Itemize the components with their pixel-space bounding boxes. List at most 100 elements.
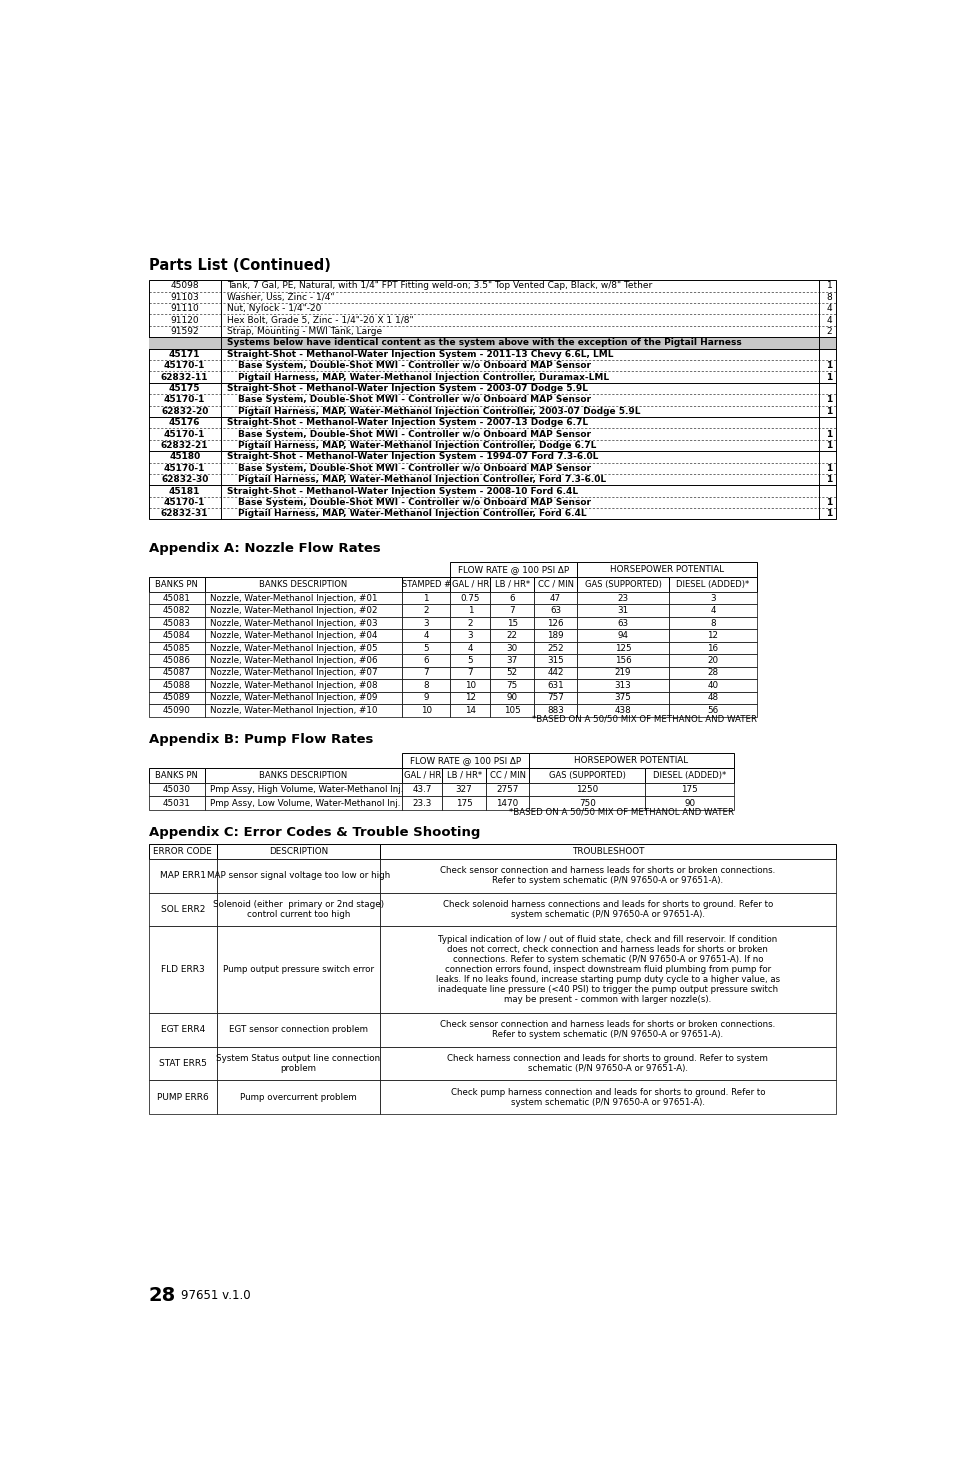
- Text: 0.75: 0.75: [460, 593, 479, 603]
- Text: TROUBLESHOOT: TROUBLESHOOT: [571, 847, 643, 856]
- Text: Check harness connection and leads for shorts to ground. Refer to system: Check harness connection and leads for s…: [447, 1055, 767, 1063]
- Text: 219: 219: [614, 668, 631, 677]
- Text: 4: 4: [467, 643, 473, 652]
- Text: 15: 15: [506, 618, 517, 627]
- Text: Nozzle, Water-Methanol Injection, #05: Nozzle, Water-Methanol Injection, #05: [210, 643, 377, 652]
- Bar: [402, 796, 442, 810]
- Bar: [149, 678, 204, 692]
- Bar: [402, 577, 450, 591]
- Text: 45089: 45089: [163, 693, 191, 702]
- Text: Nozzle, Water-Methanol Injection, #04: Nozzle, Water-Methanol Injection, #04: [210, 631, 377, 640]
- Text: Refer to system schematic (P/N 97650-A or 97651-A).: Refer to system schematic (P/N 97650-A o…: [492, 876, 722, 885]
- Text: 1: 1: [825, 463, 831, 472]
- Bar: [442, 768, 485, 783]
- Text: BANKS PN: BANKS PN: [155, 771, 198, 780]
- Bar: [450, 562, 577, 577]
- Text: Straight-Shot - Methanol-Water Injection System - 2007-13 Dodge 6.7L: Straight-Shot - Methanol-Water Injection…: [227, 417, 587, 428]
- Bar: [204, 678, 402, 692]
- Bar: [577, 704, 668, 717]
- Bar: [402, 630, 450, 642]
- Text: 126: 126: [547, 618, 563, 627]
- Bar: [577, 577, 668, 591]
- Text: Nozzle, Water-Methanol Injection, #03: Nozzle, Water-Methanol Injection, #03: [210, 618, 377, 627]
- Bar: [149, 630, 204, 642]
- Bar: [149, 892, 216, 926]
- Text: 631: 631: [547, 681, 563, 690]
- Bar: [402, 783, 442, 796]
- Text: Pump overcurrent problem: Pump overcurrent problem: [239, 1093, 356, 1102]
- Bar: [379, 844, 835, 858]
- Bar: [668, 655, 757, 667]
- Text: Nozzle, Water-Methanol Injection, #08: Nozzle, Water-Methanol Injection, #08: [210, 681, 377, 690]
- Text: 45090: 45090: [163, 707, 191, 715]
- Text: 45086: 45086: [163, 656, 191, 665]
- Text: BANKS PN: BANKS PN: [155, 580, 198, 589]
- Text: 91110: 91110: [171, 304, 199, 313]
- Text: 23.3: 23.3: [412, 798, 432, 807]
- Text: Base System, Double-Shot MWI - Controller w/o Onboard MAP Sensor: Base System, Double-Shot MWI - Controlle…: [237, 429, 590, 438]
- Bar: [204, 768, 402, 783]
- Bar: [490, 577, 534, 591]
- Bar: [402, 642, 450, 655]
- Bar: [485, 783, 529, 796]
- Text: 3: 3: [423, 618, 429, 627]
- Text: connection errors found, inspect downstream fluid plumbing from pump for: connection errors found, inspect downstr…: [444, 965, 770, 974]
- Bar: [668, 678, 757, 692]
- Text: 10: 10: [420, 707, 432, 715]
- Bar: [149, 338, 835, 348]
- Bar: [577, 630, 668, 642]
- Text: 40: 40: [706, 681, 718, 690]
- Text: 12: 12: [464, 693, 476, 702]
- Bar: [577, 642, 668, 655]
- Bar: [490, 692, 534, 704]
- Text: 63: 63: [617, 618, 628, 627]
- Text: 1: 1: [825, 282, 831, 291]
- Bar: [149, 591, 204, 605]
- Text: 20: 20: [706, 656, 718, 665]
- Bar: [490, 617, 534, 630]
- Text: DIESEL (ADDED)*: DIESEL (ADDED)*: [653, 771, 725, 780]
- Text: Parts List (Continued): Parts List (Continued): [149, 258, 331, 273]
- Bar: [534, 667, 577, 678]
- Bar: [149, 783, 204, 796]
- Bar: [149, 844, 216, 858]
- Text: Pmp Assy, Low Volume, Water-Methanol Inj.: Pmp Assy, Low Volume, Water-Methanol Inj…: [210, 798, 400, 807]
- Text: CC / MIN: CC / MIN: [537, 580, 573, 589]
- Text: 1: 1: [825, 395, 831, 404]
- Text: Nozzle, Water-Methanol Injection, #09: Nozzle, Water-Methanol Injection, #09: [210, 693, 377, 702]
- Text: 9: 9: [423, 693, 429, 702]
- Text: 1: 1: [825, 429, 831, 438]
- Text: Nozzle, Water-Methanol Injection, #01: Nozzle, Water-Methanol Injection, #01: [210, 593, 377, 603]
- Text: GAL / HR: GAL / HR: [451, 580, 489, 589]
- Text: 1: 1: [825, 499, 831, 507]
- Text: 48: 48: [706, 693, 718, 702]
- Bar: [204, 617, 402, 630]
- Text: 45171: 45171: [169, 350, 200, 358]
- Text: 1: 1: [423, 593, 429, 603]
- Text: 175: 175: [456, 798, 472, 807]
- Bar: [442, 796, 485, 810]
- Bar: [402, 617, 450, 630]
- Text: 252: 252: [547, 643, 563, 652]
- Bar: [149, 796, 204, 810]
- Text: schematic (P/N 97650-A or 97651-A).: schematic (P/N 97650-A or 97651-A).: [527, 1063, 687, 1072]
- Text: 23: 23: [617, 593, 628, 603]
- Text: Pmp Assy, High Volume, Water-Methanol Inj.: Pmp Assy, High Volume, Water-Methanol In…: [210, 785, 403, 794]
- Text: 45180: 45180: [169, 453, 200, 462]
- Text: 4: 4: [825, 316, 831, 324]
- Text: system schematic (P/N 97650-A or 97651-A).: system schematic (P/N 97650-A or 97651-A…: [511, 910, 704, 919]
- Text: Nut, Nylock - 1/4"-20: Nut, Nylock - 1/4"-20: [227, 304, 321, 313]
- Bar: [442, 783, 485, 796]
- Text: FLD ERR3: FLD ERR3: [161, 965, 205, 974]
- Bar: [529, 768, 645, 783]
- Text: 2: 2: [467, 618, 473, 627]
- Text: system schematic (P/N 97650-A or 97651-A).: system schematic (P/N 97650-A or 97651-A…: [511, 1097, 704, 1106]
- Text: 7: 7: [467, 668, 473, 677]
- Bar: [204, 704, 402, 717]
- Bar: [402, 692, 450, 704]
- Text: Nozzle, Water-Methanol Injection, #06: Nozzle, Water-Methanol Injection, #06: [210, 656, 377, 665]
- Text: MAP ERR1: MAP ERR1: [160, 872, 206, 881]
- Bar: [149, 577, 204, 591]
- Text: Pigtail Harness, MAP, Water-Methanol Injection Controller, 2003-07 Dodge 5.9L: Pigtail Harness, MAP, Water-Methanol Inj…: [237, 407, 639, 416]
- Bar: [534, 591, 577, 605]
